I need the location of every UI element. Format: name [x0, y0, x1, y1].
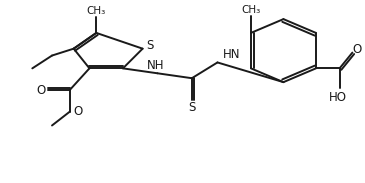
Text: CH₃: CH₃ [241, 5, 261, 15]
Text: S: S [188, 101, 196, 114]
Text: HN: HN [222, 48, 240, 61]
Text: NH: NH [147, 59, 164, 72]
Text: O: O [36, 83, 46, 96]
Text: HO: HO [328, 91, 347, 104]
Text: O: O [353, 43, 362, 56]
Text: O: O [73, 105, 82, 118]
Text: CH₃: CH₃ [87, 6, 106, 16]
Text: S: S [146, 39, 153, 52]
